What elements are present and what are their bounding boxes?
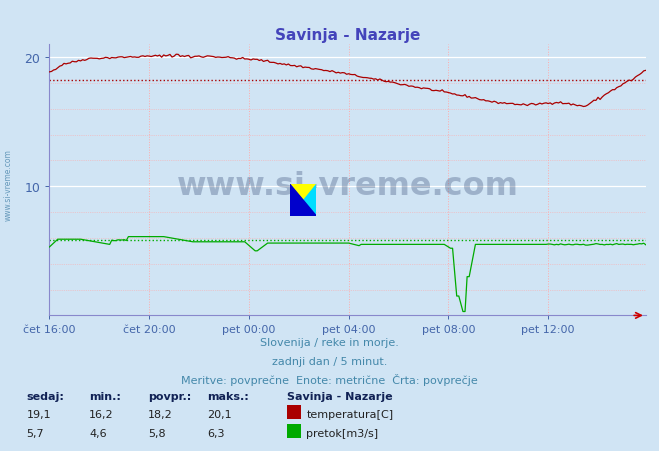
- Text: maks.:: maks.:: [208, 391, 249, 401]
- Polygon shape: [290, 185, 316, 216]
- Text: temperatura[C]: temperatura[C]: [306, 409, 393, 419]
- Text: Meritve: povprečne  Enote: metrične  Črta: povprečje: Meritve: povprečne Enote: metrične Črta:…: [181, 373, 478, 385]
- Text: pretok[m3/s]: pretok[m3/s]: [306, 428, 378, 438]
- Text: Savinja - Nazarje: Savinja - Nazarje: [287, 391, 392, 401]
- Text: www.si-vreme.com: www.si-vreme.com: [3, 149, 13, 221]
- Text: 18,2: 18,2: [148, 409, 173, 419]
- Text: www.si-vreme.com: www.si-vreme.com: [177, 170, 519, 201]
- Text: 20,1: 20,1: [208, 409, 232, 419]
- Text: 6,3: 6,3: [208, 428, 225, 438]
- Text: 16,2: 16,2: [89, 409, 113, 419]
- Text: povpr.:: povpr.:: [148, 391, 192, 401]
- Text: sedaj:: sedaj:: [26, 391, 64, 401]
- Text: 5,7: 5,7: [26, 428, 44, 438]
- Text: 5,8: 5,8: [148, 428, 166, 438]
- Text: 4,6: 4,6: [89, 428, 107, 438]
- Text: Slovenija / reke in morje.: Slovenija / reke in morje.: [260, 337, 399, 347]
- Text: zadnji dan / 5 minut.: zadnji dan / 5 minut.: [272, 356, 387, 366]
- Text: 19,1: 19,1: [26, 409, 51, 419]
- Text: min.:: min.:: [89, 391, 121, 401]
- Polygon shape: [290, 185, 316, 216]
- Title: Savinja - Nazarje: Savinja - Nazarje: [275, 28, 420, 42]
